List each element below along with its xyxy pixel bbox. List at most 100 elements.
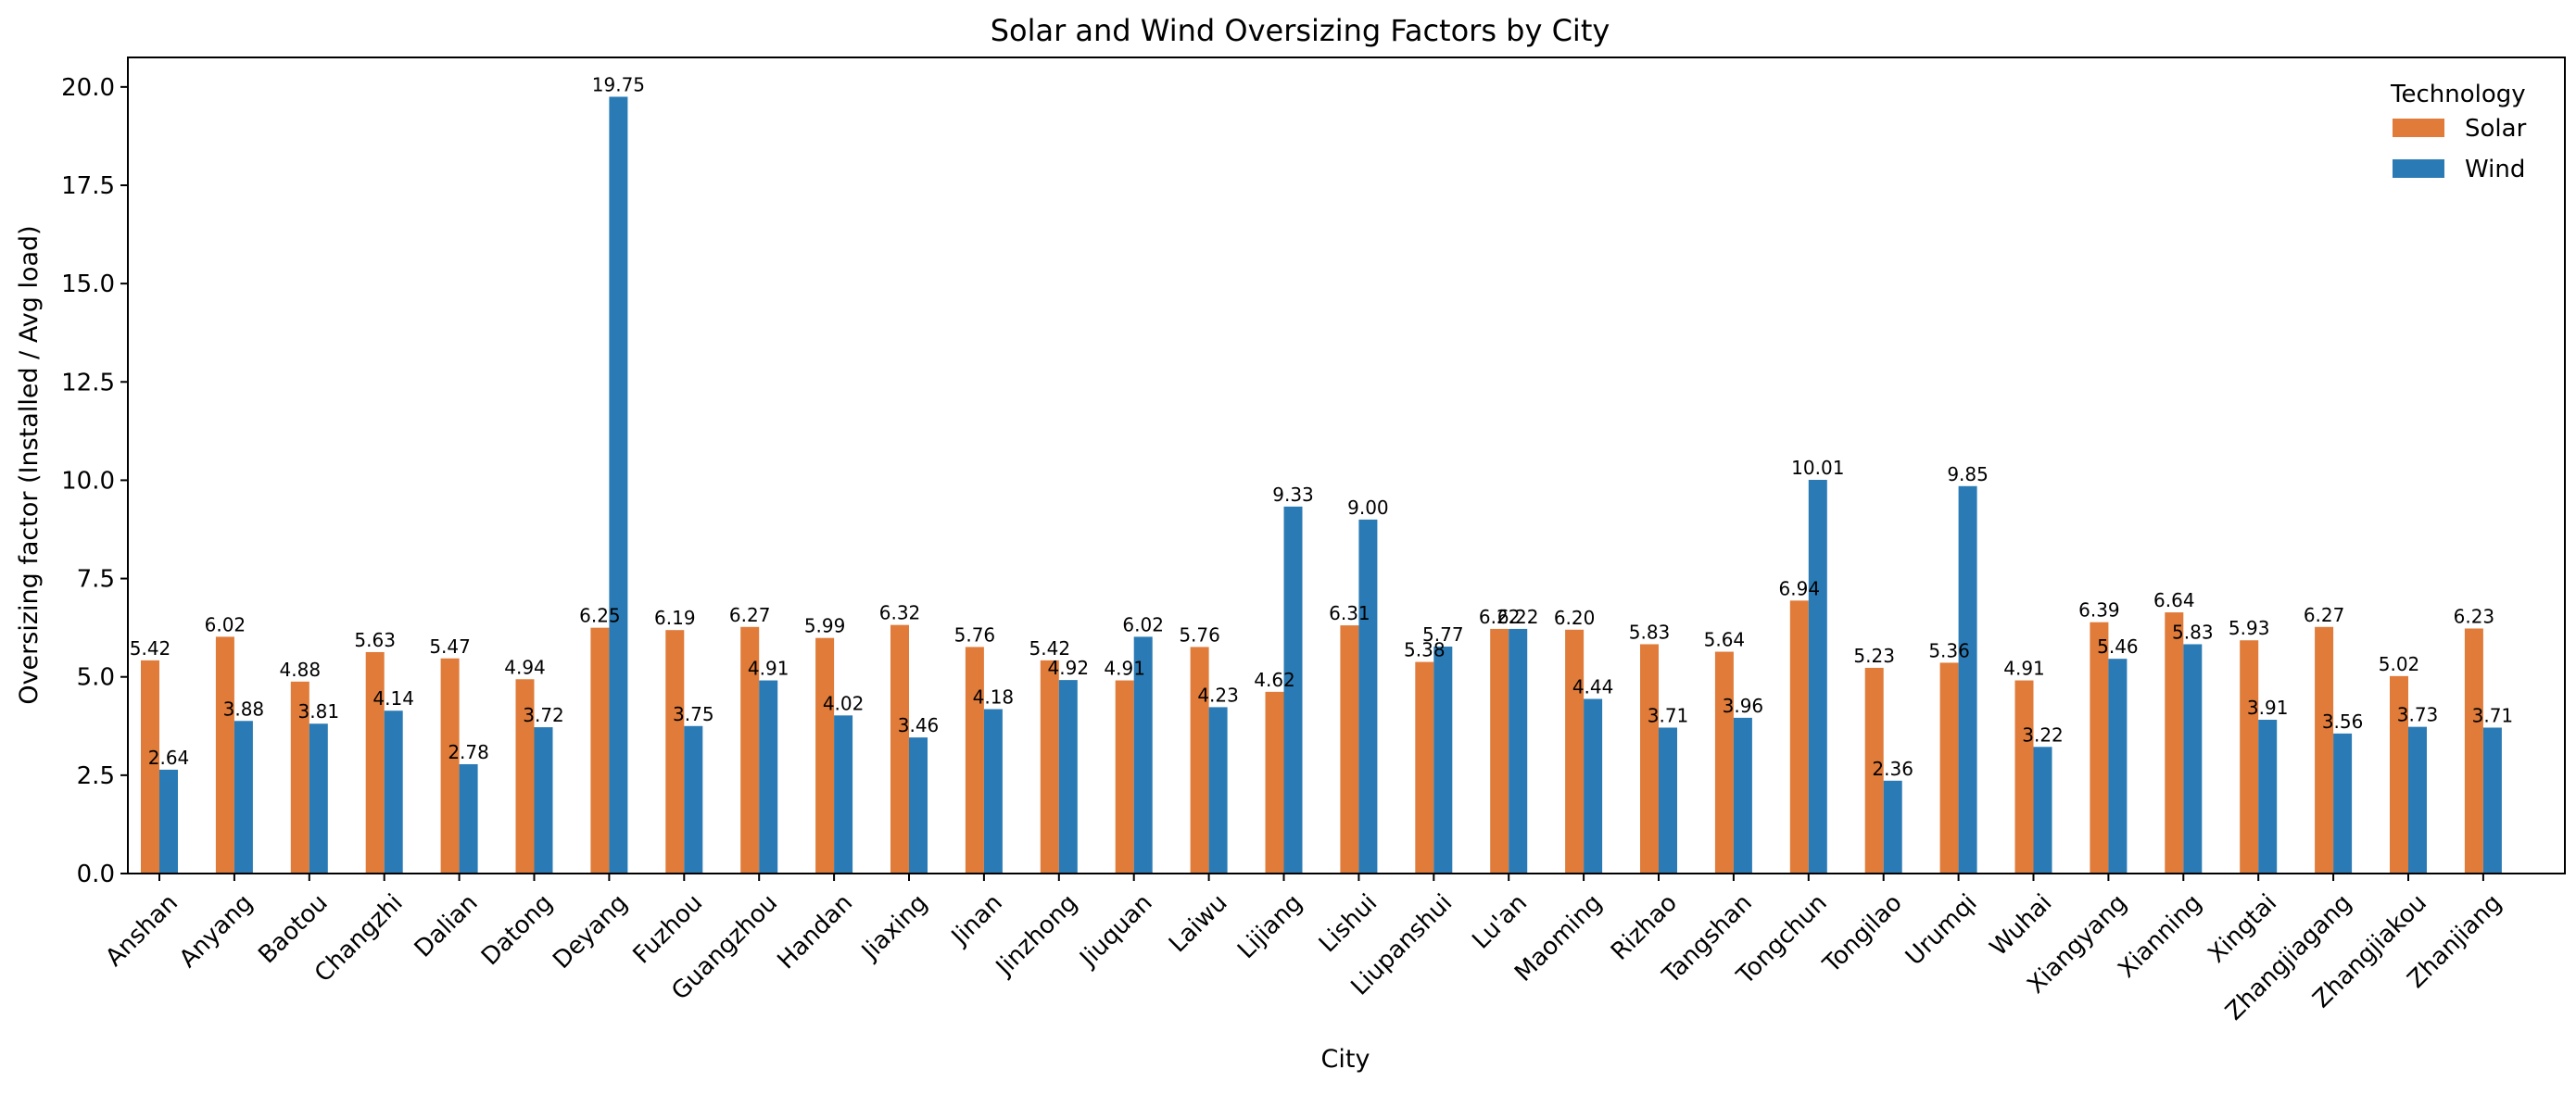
bar-wind — [983, 709, 1003, 874]
bar-solar — [1789, 600, 1809, 874]
y-tick-label: 5.0 — [77, 664, 115, 692]
bar-wind — [1133, 636, 1153, 874]
bar-solar — [2390, 675, 2408, 874]
data-label-wind: 3.75 — [673, 703, 714, 725]
data-label-wind: 4.23 — [1197, 684, 1239, 706]
x-tick-label: Lu'an — [1467, 889, 1533, 955]
bar-solar — [740, 626, 760, 874]
data-label-solar: 5.42 — [130, 637, 171, 660]
x-axis-title: City — [1321, 1045, 1370, 1074]
data-label-wind: 9.33 — [1272, 484, 1314, 506]
bar-solar — [2464, 628, 2483, 874]
data-label-solar: 5.36 — [1928, 639, 1970, 661]
y-axis-title: Oversizing factor (Installed / Avg load) — [15, 225, 44, 704]
data-label-wind: 3.71 — [2472, 704, 2514, 726]
bar-wind — [2108, 659, 2128, 874]
data-label-solar: 5.38 — [1404, 639, 1446, 661]
data-label-solar: 6.27 — [729, 604, 771, 626]
x-tick-label: Deyang — [548, 889, 633, 975]
bar-wind — [609, 96, 628, 874]
data-label-wind: 3.22 — [2022, 723, 2064, 746]
bar-solar — [440, 658, 460, 874]
bar-solar — [515, 679, 535, 874]
bar-wind — [1659, 727, 1677, 874]
bar-wind — [759, 680, 778, 874]
x-tick-label: Datong — [476, 889, 558, 971]
y-tick-label: 17.5 — [61, 172, 115, 200]
bar-wind — [2258, 719, 2278, 874]
chart-title: Solar and Wind Oversizing Factors by Cit… — [991, 13, 1610, 48]
data-label-solar: 6.23 — [2454, 605, 2495, 627]
bar-solar — [1565, 629, 1585, 874]
bar-solar — [1415, 661, 1434, 874]
data-label-wind: 4.91 — [748, 658, 789, 680]
x-tick-label: Lijiang — [1232, 889, 1307, 964]
bar-wind — [384, 710, 403, 874]
bar-solar — [2090, 622, 2109, 874]
bar-wind — [1058, 680, 1078, 874]
data-label-solar: 6.25 — [579, 605, 621, 627]
data-label-solar: 5.76 — [954, 623, 996, 646]
data-label-solar: 4.62 — [1254, 669, 1295, 691]
data-label-solar: 6.64 — [2153, 589, 2195, 611]
y-tick-label: 7.5 — [77, 566, 115, 594]
data-label-wind: 19.75 — [592, 73, 645, 95]
data-label-solar: 5.99 — [804, 615, 846, 637]
bar-wind — [309, 723, 328, 874]
bar-wind — [2333, 733, 2353, 874]
bar-wind — [1883, 780, 1902, 874]
bar-wind — [1509, 628, 1528, 874]
data-label-wind: 10.01 — [1791, 457, 1844, 479]
data-label-wind: 9.00 — [1347, 497, 1389, 519]
bar-wind — [2482, 727, 2502, 874]
data-label-solar: 5.02 — [2379, 653, 2420, 675]
bar-solar — [965, 647, 984, 874]
bar-wind — [1584, 698, 1603, 874]
bars-group — [141, 96, 2502, 874]
data-label-solar: 5.83 — [1629, 621, 1671, 643]
data-label-wind: 3.88 — [223, 698, 265, 720]
bar-solar — [1714, 651, 1734, 874]
data-label-wind: 3.91 — [2247, 697, 2289, 719]
bar-solar — [1864, 667, 1884, 874]
bar-solar — [141, 660, 159, 874]
data-label-wind: 2.78 — [448, 741, 489, 763]
bar-wind — [2408, 726, 2427, 874]
data-label-solar: 5.23 — [1853, 645, 1895, 667]
y-tick-label: 2.5 — [77, 762, 115, 790]
x-tick-label: Rizhao — [1606, 889, 1683, 966]
bar-solar — [890, 624, 909, 874]
data-label-solar: 6.27 — [2304, 604, 2345, 626]
bar-solar — [815, 637, 835, 874]
data-label-solar: 6.32 — [879, 602, 921, 624]
data-label-wind: 4.18 — [973, 686, 1015, 709]
legend-label-solar: Solar — [2465, 115, 2527, 143]
bar-wind — [234, 721, 253, 874]
y-tick-label: 15.0 — [61, 270, 115, 298]
bar-wind — [1733, 717, 1752, 874]
data-label-solar: 6.94 — [1779, 577, 1821, 599]
bar-labels-group: 5.42 2.64 6.02 3.88 4.88 3.81 5.63 4.14 5.47 2.78… — [130, 73, 2513, 779]
data-label-solar: 5.64 — [1704, 629, 1746, 651]
bar-solar — [1265, 691, 1284, 874]
bar-wind — [909, 737, 928, 874]
data-label-wind: 3.96 — [1723, 695, 1764, 717]
data-label-solar: 6.19 — [654, 607, 696, 629]
x-tick-label: Laiwu — [1164, 889, 1233, 959]
bar-solar — [2165, 612, 2184, 874]
bar-wind — [1208, 707, 1228, 874]
bar-solar — [1640, 644, 1659, 874]
data-label-wind: 3.71 — [1648, 704, 1689, 726]
bar-wind — [534, 727, 553, 874]
legend-label-wind: Wind — [2465, 156, 2525, 183]
data-label-solar: 4.94 — [504, 656, 546, 678]
x-tick-label: Jiaxing — [855, 889, 933, 967]
data-label-wind: 5.46 — [2097, 635, 2139, 658]
bar-solar — [2315, 626, 2334, 874]
data-label-wind: 4.44 — [1572, 675, 1614, 698]
y-tick-label: 10.0 — [61, 467, 115, 495]
y-axis: 0.0 2.5 5.0 7.5 10.0 12.5 15.0 17.5 20.0 — [61, 74, 128, 888]
data-label-wind: 3.81 — [298, 700, 340, 723]
